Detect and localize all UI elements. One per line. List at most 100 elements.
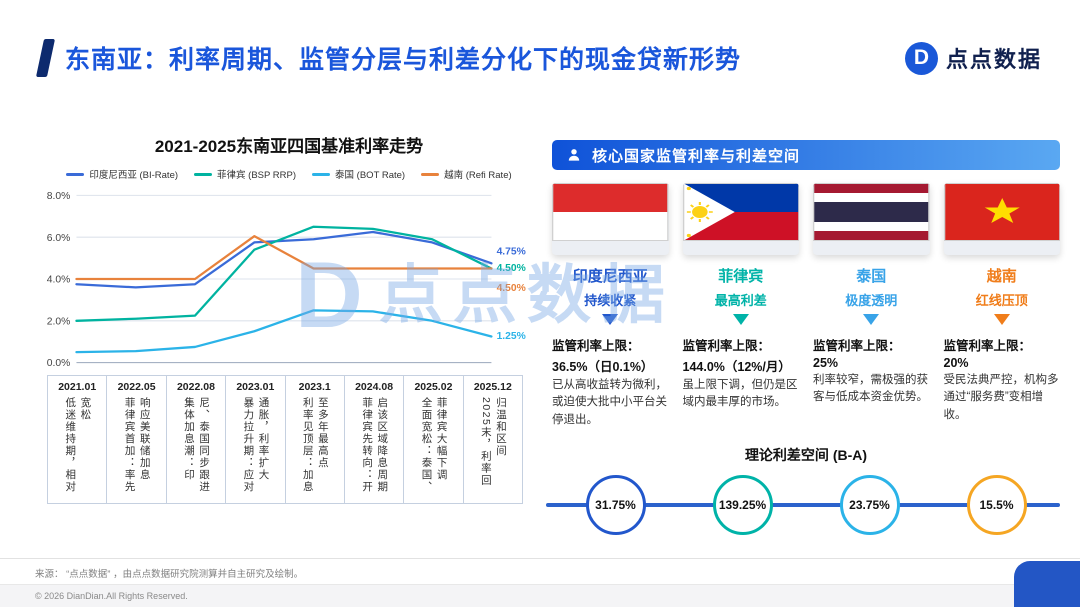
series-end-label: 4.75%: [497, 246, 526, 257]
legend-item-indonesia: 印度尼西亚 (BI-Rate): [66, 167, 178, 181]
country-tagline: 极度透明: [845, 293, 898, 308]
x-axis-date: 2022.08: [176, 381, 215, 393]
footer-divider: [0, 558, 1080, 559]
legend-label: 印度尼西亚 (BI-Rate): [89, 170, 179, 181]
brand-logo-text: 点点数据: [945, 47, 1042, 72]
brand-logo-icon: D: [904, 41, 938, 75]
country-card-philippines: 菲律宾 最高利差 监管利率上限： 144.0%（12%/月） 虽上限下调，但仍是…: [682, 183, 800, 429]
corner-decoration: [1014, 561, 1080, 607]
spread-cell: 23.75%: [806, 473, 933, 537]
series-line: [75, 235, 493, 281]
legend-label: 泰国 (BOT Rate): [335, 170, 406, 181]
down-arrow-icon: [683, 314, 800, 326]
legend-swatch: [66, 172, 85, 176]
spread-value-vietnam: 15.5%: [966, 474, 1027, 535]
rate-line-chart: 0.0% 2.0% 4.0% 6.0% 8.0% 4.75% 4.50% 1.25% 4.50%: [47, 191, 526, 369]
spread-diagram: 31.75% 139.25% 23.75% 15.5%: [546, 473, 1060, 537]
x-axis-cell: 2024.08 菲律宾先转向：开启该区域降息周期: [345, 376, 405, 503]
country-description: 已从高收益转为微利，或迫使大批中小平台关停退出。: [552, 379, 667, 426]
x-axis-date: 2023.01: [236, 381, 275, 393]
spread-title: 理论利差空间 (B-A): [744, 446, 868, 463]
legend-swatch: [421, 172, 440, 176]
x-axis-note: 全面宽松：泰国、菲律宾大幅下调: [420, 397, 448, 493]
country-name: 泰国: [856, 268, 887, 285]
source-note: 来源： “点点数据” ，由点点数据研究院测算并自主研究及绘制。: [35, 569, 304, 580]
rate-cap-label: 监管利率上限：: [813, 339, 901, 353]
x-axis-note: 集体加息潮：印尼、泰国同步跟进: [182, 397, 211, 493]
country-card-vietnam: 越南 红线压顶 监管利率上限： 20% 受民法典严控，机构多通过“服务费”变相增…: [943, 183, 1061, 429]
x-axis-note: 利率见顶层：加息至多年最高点: [301, 397, 329, 493]
x-axis-note: 菲律宾首加：率先响应美联储加息: [123, 397, 151, 493]
copyright-text: © 2026 DianDian.All Rights Reserved.: [35, 591, 188, 601]
legend-item-vietnam: 越南 (Refi Rate): [421, 167, 512, 181]
copyright-bar: © 2026 DianDian.All Rights Reserved.: [0, 584, 1080, 607]
legend-label: 越南 (Refi Rate): [444, 170, 512, 181]
y-tick-label: 6.0%: [47, 233, 71, 244]
chart-title: 2021-2025东南亚四国基准利率走势: [154, 137, 424, 156]
x-axis-annotation-table: 2021.01 低迷维持期，相对宽松 2022.05 菲律宾首加：率先响应美联储…: [47, 375, 523, 504]
down-arrow-icon: [813, 314, 930, 326]
series-line: [75, 230, 493, 289]
x-axis-cell: 2022.05 菲律宾首加：率先响应美联储加息: [107, 376, 167, 503]
y-tick-label: 2.0%: [47, 316, 71, 327]
brand-logo: D 点点数据: [904, 41, 1042, 75]
flag-card: [552, 183, 669, 255]
x-axis-cell: 2023.01 暴力拉升期：应对通胀，利率扩大: [226, 376, 286, 503]
regulation-panel: 核心国家监管利率与利差空间 印度尼西亚 持续收紧 监管利率上限： 36.5%（日…: [546, 140, 1060, 537]
legend-swatch: [194, 172, 213, 176]
y-tick-label: 0.0%: [47, 358, 71, 369]
x-axis-date: 2022.05: [117, 381, 156, 393]
rate-cap-label: 监管利率上限：: [682, 339, 771, 353]
series-line: [75, 309, 493, 354]
rate-cap-value: 36.5%（日0.1%）: [552, 360, 654, 374]
panel-title: 核心国家监管利率与利差空间: [592, 147, 801, 165]
y-tick-label: 8.0%: [47, 191, 71, 202]
country-card-indonesia: 印度尼西亚 持续收紧 监管利率上限： 36.5%（日0.1%） 已从高收益转为微…: [552, 183, 669, 429]
series-line: [75, 225, 493, 322]
x-axis-note: 暴力拉升期：应对通胀，利率扩大: [242, 397, 270, 493]
x-axis-note: 菲律宾先转向：开启该区域降息周期: [361, 397, 389, 493]
x-axis-date: 2021.01: [58, 381, 97, 393]
country-card-thailand: 泰国 极度透明 监管利率上限： 25% 利率较窄，需极强的获客与低成本资金优势。: [813, 183, 930, 429]
country-cards: 印度尼西亚 持续收紧 监管利率上限： 36.5%（日0.1%） 已从高收益转为微…: [552, 183, 1060, 429]
person-icon: [568, 149, 580, 161]
chart-legend: 印度尼西亚 (BI-Rate) 菲律宾 (BSP RRP) 泰国 (BOT Ra…: [35, 167, 543, 181]
x-axis-cell: 2025.12 2025末，利率回归温和区间: [464, 376, 523, 503]
series-end-label: 1.25%: [497, 331, 526, 342]
spread-axis-line: [546, 502, 1060, 507]
x-axis-cell: 2023.1 利率见顶层：加息至多年最高点: [286, 376, 345, 503]
country-name: 菲律宾: [718, 268, 764, 285]
x-axis-cell: 2021.01 低迷维持期，相对宽松: [48, 376, 108, 503]
thailand-flag: [813, 183, 930, 241]
page-title: 东南亚：利率周期、监管分层与利差分化下的现金贷新形势: [65, 46, 742, 74]
rate-cap-value: 25%: [813, 356, 839, 370]
legend-swatch: [312, 172, 331, 176]
rate-chart-section: 2021-2025东南亚四国基准利率走势 印度尼西亚 (BI-Rate) 菲律宾…: [35, 132, 543, 504]
rate-cap-value: 144.0%（12%/月）: [682, 360, 791, 374]
legend-item-thailand: 泰国 (BOT Rate): [312, 167, 405, 181]
rate-cap-label: 监管利率上限：: [552, 339, 640, 353]
spread-cell: 15.5%: [933, 473, 1060, 537]
x-axis-cell: 2022.08 集体加息潮：印尼、泰国同步跟进: [167, 376, 227, 503]
x-axis-cell: 2025.02 全面宽松：泰国、菲律宾大幅下调: [404, 376, 464, 503]
spread-cell: 31.75%: [552, 473, 679, 537]
x-axis-date: 2025.02: [414, 381, 453, 393]
spread-values: 31.75% 139.25% 23.75% 15.5%: [552, 473, 1060, 537]
x-axis-date: 2024.08: [355, 381, 394, 393]
flag-card: [813, 183, 930, 255]
country-description: 利率较窄，需极强的获客与低成本资金优势。: [813, 374, 928, 404]
vietnam-flag: [943, 183, 1060, 241]
flag-card: [943, 183, 1060, 255]
y-tick-label: 4.0%: [47, 275, 71, 286]
panel-header: 核心国家监管利率与利差空间: [552, 140, 1060, 170]
country-description: 虽上限下调，但仍是区域内最丰厚的市场。: [682, 379, 798, 409]
spread-cell: 139.25%: [679, 473, 806, 537]
x-axis-date: 2023.1: [298, 381, 331, 393]
rate-cap-value: 20%: [943, 356, 969, 370]
spread-value-thailand: 23.75%: [839, 474, 900, 535]
legend-label: 菲律宾 (BSP RRP): [217, 170, 297, 181]
philippines-flag: [682, 183, 799, 241]
spread-value-philippines: 139.25%: [712, 474, 773, 535]
down-arrow-icon: [944, 314, 1061, 326]
